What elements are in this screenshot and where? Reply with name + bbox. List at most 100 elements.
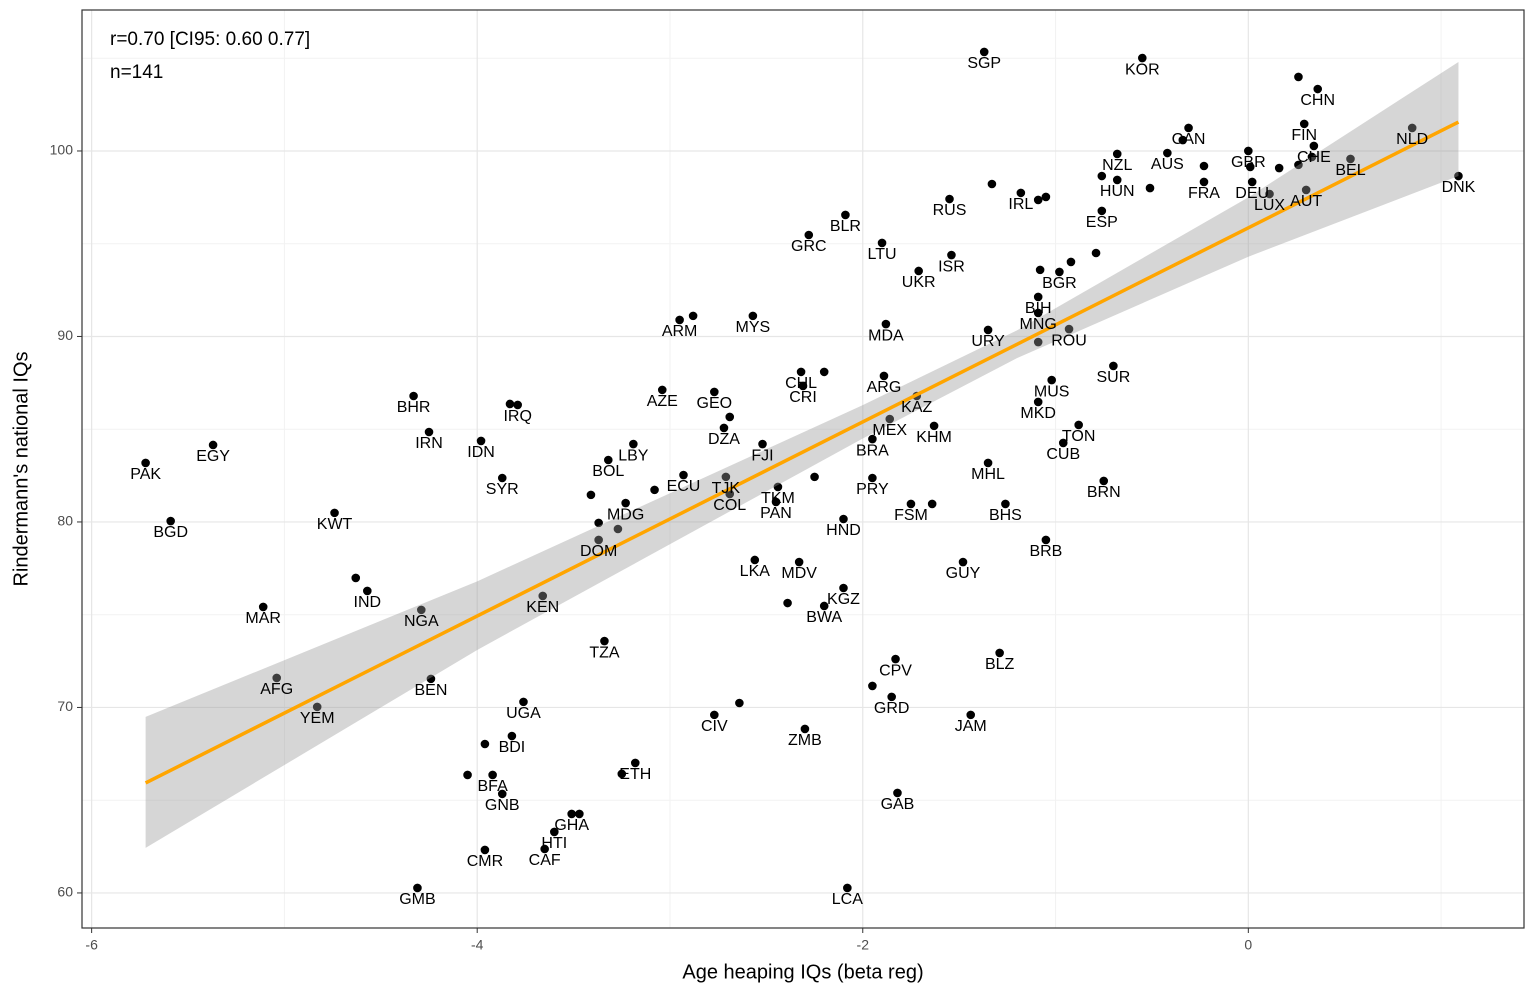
data-point	[1313, 84, 1323, 94]
data-point	[1301, 185, 1311, 195]
point-label: ARG	[867, 379, 902, 396]
data-point	[1058, 438, 1068, 448]
point-label: LBY	[618, 447, 649, 464]
x-tick-label: -6	[85, 937, 98, 953]
data-point	[725, 412, 735, 422]
point-label: DEU	[1235, 185, 1269, 202]
data-point	[141, 458, 150, 468]
y-tick-label: 90	[57, 327, 73, 343]
point-label: MDV	[781, 565, 817, 582]
point-label: KWT	[317, 516, 353, 533]
point-label: MYS	[736, 319, 771, 336]
confidence-band	[145, 61, 1459, 848]
point-label: LTU	[868, 246, 897, 263]
data-point	[887, 692, 896, 702]
data-point	[1309, 141, 1319, 151]
data-point	[1299, 119, 1309, 129]
data-point	[839, 583, 848, 593]
point-label: BHS	[989, 507, 1022, 524]
data-point	[594, 535, 603, 545]
data-point	[1294, 72, 1303, 82]
data-point	[312, 702, 322, 712]
point-label: LUX	[1254, 197, 1285, 214]
data-point	[1091, 248, 1101, 258]
point-label: HND	[826, 522, 861, 539]
data-point	[1245, 162, 1255, 172]
point-label: BRA	[856, 442, 889, 459]
point-label: KGZ	[827, 591, 860, 608]
data-point	[567, 809, 576, 819]
point-label: MHL	[971, 466, 1005, 483]
data-point	[750, 555, 760, 565]
data-point	[1016, 188, 1026, 198]
data-point	[885, 414, 895, 424]
data-point	[710, 710, 719, 720]
point-label: MUS	[1034, 383, 1070, 400]
data-point	[1001, 499, 1010, 509]
data-point	[771, 497, 781, 507]
data-point	[416, 605, 426, 615]
x-tick-label: 0	[1244, 937, 1252, 953]
data-point	[657, 385, 667, 395]
point-label: BEN	[414, 682, 447, 699]
data-point	[351, 573, 361, 583]
data-point	[719, 423, 729, 433]
point-label: AUS	[1151, 156, 1184, 173]
point-label: BEL	[1335, 162, 1365, 179]
x-tick-label: -2	[857, 937, 870, 953]
data-point	[679, 470, 688, 480]
data-point	[868, 473, 877, 483]
data-point	[675, 315, 684, 325]
data-point	[538, 591, 548, 601]
point-label: BRB	[1029, 543, 1062, 560]
data-point	[480, 845, 490, 855]
data-point	[330, 508, 339, 518]
data-point	[1033, 195, 1043, 205]
point-label: CHE	[1297, 149, 1331, 166]
data-point	[841, 210, 850, 220]
data-point	[1145, 183, 1155, 193]
point-label: ESP	[1086, 214, 1118, 231]
data-point	[650, 485, 659, 495]
point-label: DZA	[708, 431, 740, 448]
point-label: MAR	[245, 610, 281, 627]
point-label: UGA	[506, 705, 541, 722]
point-label: BLR	[830, 218, 861, 235]
data-point	[1047, 375, 1056, 385]
point-label: GNB	[485, 797, 520, 814]
data-point	[1247, 177, 1257, 187]
point-label: BGD	[153, 524, 188, 541]
data-point	[1041, 192, 1051, 202]
annotation: r=0.70 [CI95: 0.60 0.77]	[110, 29, 310, 50]
data-point	[748, 311, 758, 321]
data-point	[497, 473, 507, 483]
data-point	[914, 266, 923, 276]
point-label: RUS	[933, 202, 967, 219]
data-point	[594, 518, 603, 528]
point-label: BGR	[1042, 275, 1077, 292]
data-point	[929, 421, 939, 431]
data-point	[1074, 420, 1083, 430]
data-point	[630, 758, 640, 768]
point-label: EGY	[196, 448, 230, 465]
point-label: DNK	[1442, 179, 1476, 196]
plot-layer: -6 -4 -2 0 60 70 80 90 100 PAK EGY BGD KWT MAR AFG YEM B…	[50, 9, 1525, 953]
point-label: CAF	[529, 852, 561, 869]
point-label: TKM	[761, 490, 795, 507]
data-point	[1112, 149, 1122, 159]
point-label: JAM	[955, 718, 987, 735]
data-point	[1346, 154, 1355, 164]
panel-border	[81, 9, 1525, 929]
y-tick-label: 60	[57, 884, 73, 900]
data-point	[688, 311, 698, 321]
point-label: MDG	[607, 506, 644, 523]
annotation: n=141	[110, 62, 163, 83]
data-point	[505, 399, 515, 409]
data-point	[1307, 152, 1317, 162]
data-point	[735, 698, 744, 708]
data-point	[166, 516, 175, 526]
point-label: LCA	[832, 891, 863, 908]
data-point	[1244, 146, 1253, 156]
point-label: SYR	[486, 481, 519, 498]
data-point	[983, 458, 993, 468]
